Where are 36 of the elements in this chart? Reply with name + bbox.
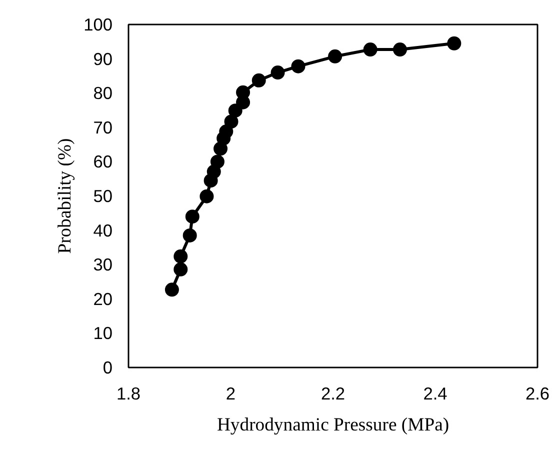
point — [270, 66, 285, 80]
point — [228, 104, 242, 118]
y-tick-label: 20 — [93, 288, 113, 309]
point — [210, 154, 224, 169]
point — [174, 262, 188, 276]
point — [219, 124, 234, 139]
point — [252, 73, 266, 88]
point — [185, 210, 200, 224]
point — [291, 59, 306, 74]
point — [392, 42, 407, 57]
point — [328, 49, 342, 64]
point — [174, 249, 188, 264]
point — [200, 189, 214, 204]
y-tick-label: 70 — [93, 117, 113, 138]
x-axis-title: Hydrodynamic Pressure (MPa) — [216, 414, 450, 436]
point — [224, 114, 238, 129]
x-tick-label: 2.6 — [525, 384, 550, 404]
y-tick-label: 0 — [102, 358, 113, 378]
y-tick-label: 100 — [84, 14, 113, 34]
point — [236, 85, 250, 100]
x-tick-label: 2 — [226, 384, 236, 404]
x-tick-label: 2.4 — [423, 384, 448, 404]
y-tick-label: 60 — [93, 152, 113, 172]
x-tick-label: 2.2 — [320, 384, 346, 404]
y-tick-label: 30 — [93, 254, 113, 275]
y-axis-title: Probability (%) — [54, 138, 76, 254]
y-tick-label: 40 — [93, 220, 113, 240]
point — [363, 42, 378, 57]
point — [182, 228, 197, 242]
x-tick-label: 1.8 — [116, 384, 141, 404]
point — [164, 282, 179, 297]
y-tick-label: 90 — [93, 48, 113, 69]
y-tick-label: 80 — [93, 83, 113, 104]
y-tick-label: 50 — [93, 186, 113, 206]
point — [447, 36, 462, 50]
y-tick-label: 10 — [93, 323, 113, 344]
